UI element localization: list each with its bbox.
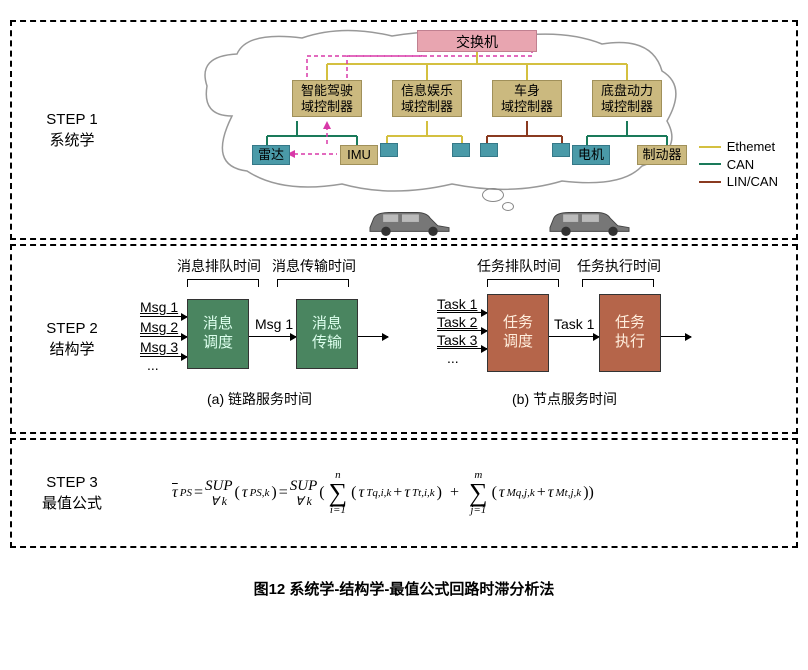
leaf-node-2 [380,143,398,157]
legend-label-2: LIN/CAN [727,173,778,191]
right-box1: 任务调度 [487,294,549,372]
sum2: m ∑ j=1 [469,470,488,515]
legend-line-1 [699,163,721,165]
step1-content: 交换机 智能驾驶 域控制器 信息娱乐 域控制器 车身 域控制器 底盘动力 域控制… [132,20,796,240]
f-sup1: SUP ∀ k [205,479,233,507]
domain-box-3: 底盘动力 域控制器 [592,80,662,117]
switch-box: 交换机 [417,30,537,52]
f-sup2: SUP ∀ k [290,479,318,507]
legend-row-1: CAN [699,156,778,174]
left-in2: Msg 3 [140,339,178,355]
bubble-2 [502,202,514,211]
step1-panel: STEP 1 系统学 [10,20,798,240]
legend-label-1: CAN [727,156,754,174]
leaf-radar-label: 雷达 [258,147,284,162]
legend-line-2 [699,181,721,183]
right-in1: Task 2 [437,314,477,330]
rao [661,336,691,337]
leaf-motor: 电机 [572,145,610,165]
left-in1: Msg 2 [140,319,178,335]
leaf-node-5 [552,143,570,157]
car-icon-1 [362,205,457,237]
left-hdr1: 消息排队时间 [177,256,261,276]
formula: τPS = SUP ∀ k (τPS,k) = SUP ∀ k ( n ∑ i=… [132,470,796,515]
right-box2: 任务执行 [599,294,661,372]
leaf-brake-label: 制动器 [642,147,681,162]
step3-content: τPS = SUP ∀ k (τPS,k) = SUP ∀ k ( n ∑ i=… [132,470,796,515]
step1-label: STEP 1 系统学 [12,109,132,151]
step3-label-line1: STEP 3 [12,472,132,493]
right-bracket1 [487,279,559,287]
step2-label-line2: 结构学 [12,339,132,360]
step1-label-line1: STEP 1 [12,109,132,130]
step3-panel: STEP 3 最值公式 τPS = SUP ∀ k (τPS,k) = SUP … [10,438,798,548]
domain-box-0: 智能驾驶 域控制器 [292,80,362,117]
leaf-node-3 [452,143,470,157]
domain-box-2: 车身 域控制器 [492,80,562,117]
la0 [140,316,187,317]
right-bracket2 [582,279,654,287]
step2-panel: STEP 2 结构学 消息排队时间 消息传输时间 Msg 1 Msg 2 Msg… [10,244,798,434]
left-in3: ... [147,357,159,373]
step1-label-line2: 系统学 [12,130,132,151]
figure-caption: 图12 系统学-结构学-最值公式回路时滞分析法 [10,578,798,599]
right-sub: (b) 节点服务时间 [512,389,617,409]
domain1-l2: 域控制器 [401,99,453,114]
la2 [140,356,187,357]
right-in2: Task 3 [437,332,477,348]
legend-row-0: Ethemet [699,138,778,156]
leaf-brake: 制动器 [637,145,687,165]
right-hdr1: 任务排队时间 [477,256,561,276]
left-hdr2: 消息传输时间 [272,256,356,276]
right-in3: ... [447,350,459,366]
legend-line-0 [699,146,721,148]
domain-box-1: 信息娱乐 域控制器 [392,80,462,117]
left-mid: Msg 1 [255,316,293,332]
step3-label: STEP 3 最值公式 [12,472,132,514]
legend-row-2: LIN/CAN [699,173,778,191]
leaf-node-4 [480,143,498,157]
leaf-imu: IMU [340,145,378,165]
right-hdr2: 任务执行时间 [577,256,661,276]
leaf-radar: 雷达 [252,145,290,165]
step2-content: 消息排队时间 消息传输时间 Msg 1 Msg 2 Msg 3 ... 消息调度… [132,244,796,434]
right-in0: Task 1 [437,296,477,312]
lao [358,336,388,337]
leaf-imu-label: IMU [347,147,371,162]
step2-label-line1: STEP 2 [12,318,132,339]
la1 [140,336,187,337]
domain3-l2: 域控制器 [601,99,653,114]
f-lhs: τ [172,484,178,502]
step3-label-line2: 最值公式 [12,493,132,514]
leaf-motor-label: 电机 [578,147,604,162]
switch-label: 交换机 [456,34,498,50]
ra1 [437,330,487,331]
left-bracket2 [277,279,349,287]
left-sub: (a) 链路服务时间 [207,389,312,409]
left-box2: 消息传输 [296,299,358,369]
left-bracket1 [187,279,259,287]
domain2-l1: 车身 [514,83,540,98]
domain0-l2: 域控制器 [301,99,353,114]
ra0 [437,312,487,313]
domain2-l2: 域控制器 [501,99,553,114]
domain3-l1: 底盘动力 [601,83,653,98]
left-box1: 消息调度 [187,299,249,369]
domain1-l1: 信息娱乐 [401,83,453,98]
lam [249,336,296,337]
ram [549,336,599,337]
sum1: n ∑ i=1 [329,470,348,515]
left-in0: Msg 1 [140,299,178,315]
car-icon-2 [542,205,637,237]
step2-label: STEP 2 结构学 [12,318,132,360]
f-lhs-sub: PS [180,487,192,499]
ra2 [437,348,487,349]
right-mid: Task 1 [554,316,594,332]
legend: Ethemet CAN LIN/CAN [699,138,778,191]
domain0-l1: 智能驾驶 [301,83,353,98]
legend-label-0: Ethemet [727,138,775,156]
